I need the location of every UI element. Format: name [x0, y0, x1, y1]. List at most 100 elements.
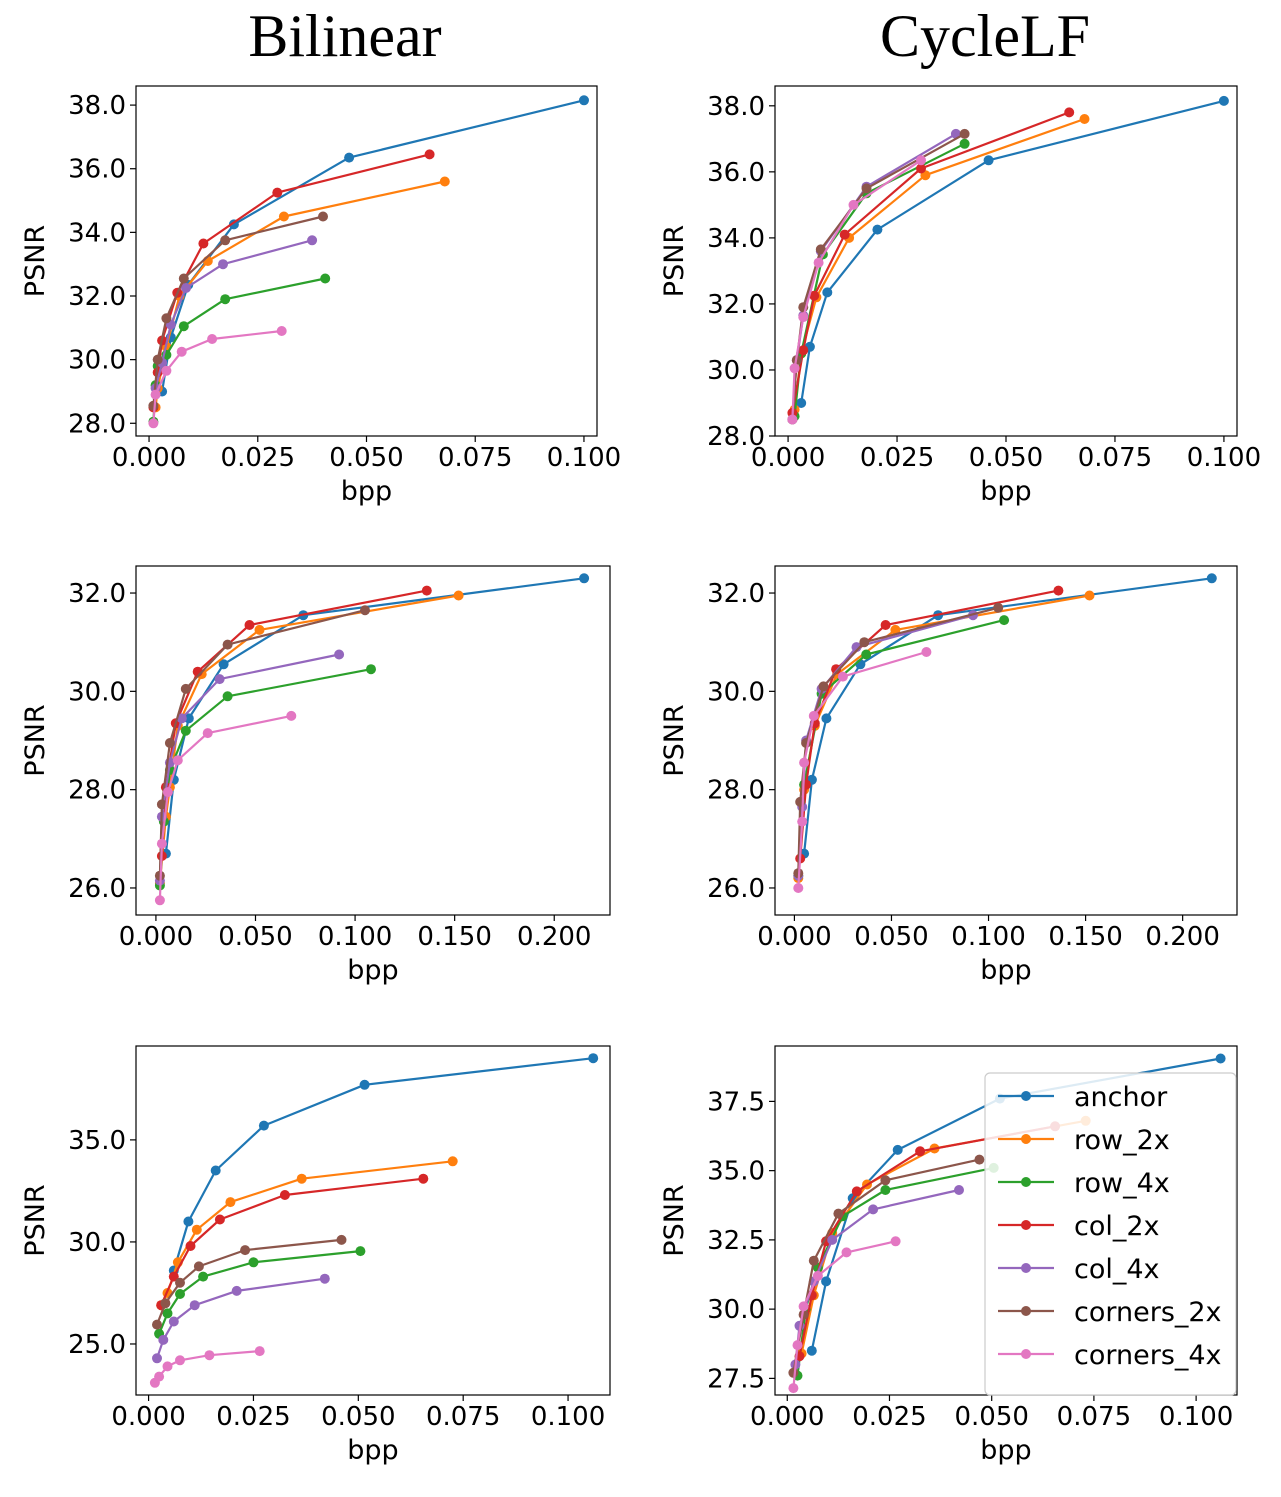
series-line-corners_2x: [792, 1158, 980, 1373]
data-point-corners_4x-5: [921, 647, 932, 657]
data-point-corners_2x-3: [815, 244, 826, 255]
data-point-anchor-4: [344, 152, 355, 163]
y-tick-label: 30.0: [707, 677, 765, 707]
legend-marker-row_4x: [1021, 1177, 1031, 1187]
series-line-corners_4x: [792, 1240, 896, 1389]
data-point-corners_4x-5: [276, 326, 287, 336]
data-point-col_2x-5: [1064, 107, 1075, 118]
series-line-corners_2x: [158, 609, 366, 876]
data-point-corners_2x-3: [833, 1208, 844, 1219]
series-line-row_2x: [154, 180, 446, 408]
data-point-corners_2x-4: [240, 1245, 251, 1256]
data-point-corners_2x-4: [880, 1175, 891, 1186]
y-tick-label: 28.0: [68, 409, 126, 439]
series-col_2x: [787, 107, 1075, 418]
series-line-col_4x: [797, 614, 974, 876]
legend-marker-col_4x: [1021, 1263, 1031, 1273]
data-point-col_2x-4: [244, 620, 255, 630]
legend-marker-corners_2x: [1021, 1306, 1031, 1316]
x-tick-label: 0.100: [318, 922, 392, 952]
data-point-row_2x-5: [1084, 590, 1095, 601]
data-point-col_4x-4: [231, 1285, 242, 1296]
data-point-col_2x-5: [418, 1173, 429, 1184]
cyclelf-column-title: CycleLF: [880, 3, 1090, 69]
x-tick-label: 0.050: [329, 443, 403, 473]
data-point-row_4x-2: [175, 1289, 185, 1299]
data-point-corners_2x-2: [161, 313, 172, 324]
x-tick-label: 0.075: [1078, 443, 1152, 473]
y-tick-label: 27.5: [707, 1364, 765, 1394]
x-tick-label: 0.000: [757, 922, 831, 952]
series-corners_4x: [148, 326, 287, 429]
data-point-anchor-2: [210, 1165, 221, 1176]
x-tick-label: 0.050: [854, 922, 928, 952]
y-tick-label: 25.0: [68, 1330, 126, 1360]
series-row_4x: [154, 1246, 366, 1339]
y-axis-label: PSNR: [659, 704, 690, 776]
x-axis-label: bpp: [341, 476, 392, 507]
y-tick-label: 26.0: [707, 874, 765, 904]
legend-label-corners_2x: corners_2x: [1074, 1297, 1222, 1328]
data-point-corners_4x-0: [788, 1383, 799, 1394]
series-row_4x: [793, 615, 1010, 881]
axes-frame: [774, 85, 1238, 437]
data-point-col_4x-5: [954, 1185, 964, 1195]
data-point-corners_2x-4: [861, 183, 872, 194]
data-point-col_4x-3: [189, 1300, 200, 1311]
data-point-corners_2x-1: [152, 354, 163, 365]
data-point-corners_2x-5: [336, 1234, 347, 1245]
y-tick-label: 28.0: [707, 776, 765, 806]
series-col_4x: [150, 235, 318, 394]
data-point-col_2x-4: [880, 620, 891, 630]
data-point-col_2x-5: [1053, 585, 1064, 596]
series-line-row_2x: [797, 594, 1090, 879]
x-tick-label: 0.025: [221, 443, 295, 473]
y-tick-label: 30.0: [707, 356, 765, 386]
data-point-corners_2x-5: [318, 211, 328, 222]
y-tick-label: 28.0: [68, 776, 126, 806]
data-point-row_4x-4: [880, 1185, 891, 1195]
x-tick-label: 0.050: [321, 1402, 395, 1432]
data-point-col_4x-5: [307, 235, 318, 246]
data-point-corners_4x-1: [154, 1371, 165, 1382]
series-line-corners_4x: [158, 714, 292, 901]
data-point-corners_4x-0: [793, 883, 804, 893]
series-line-col_2x: [160, 589, 428, 857]
data-point-col_2x-1: [168, 1271, 179, 1282]
series-corners_4x: [149, 1346, 265, 1388]
series-line-corners_4x: [791, 159, 922, 420]
data-point-corners_4x-3: [813, 257, 824, 268]
series-corners_2x: [148, 211, 328, 411]
data-point-col_4x-1: [158, 1334, 169, 1345]
y-tick-label: 30.0: [707, 1295, 765, 1325]
data-point-col_4x-0: [152, 1353, 162, 1364]
data-point-row_2x-6: [453, 590, 464, 601]
series-line-col_2x: [160, 1177, 424, 1306]
x-tick-label: 0.075: [438, 443, 512, 473]
data-point-anchor-5: [1218, 95, 1229, 106]
data-point-col_4x-5: [334, 649, 345, 660]
data-point-corners_4x-3: [175, 1355, 185, 1366]
y-tick-label: 32.0: [68, 579, 126, 609]
data-point-col_4x-5: [319, 1273, 330, 1284]
x-tick-label: 0.150: [417, 922, 491, 952]
data-point-row_2x-5: [296, 1173, 307, 1184]
y-axis-label: PSNR: [20, 704, 51, 776]
x-tick-label: 0.050: [969, 443, 1043, 473]
data-point-row_2x-6: [439, 176, 450, 187]
legend-label-row_2x: row_2x: [1074, 1125, 1170, 1156]
data-point-corners_4x-0: [148, 418, 159, 429]
x-tick-label: 0.050: [954, 1402, 1028, 1432]
y-tick-label: 32.0: [707, 579, 765, 609]
chart-panel-row1-right: 0.000 0.025 0.050 0.075 0.100 28.0 30.0 32.0 34.…: [659, 85, 1261, 507]
y-tick-label: 26.0: [68, 874, 126, 904]
data-point-anchor-3: [258, 1120, 269, 1131]
data-point-row_2x-4: [225, 1197, 236, 1208]
series-line-row_2x: [158, 594, 459, 884]
legend-marker-row_2x: [1021, 1134, 1031, 1144]
x-axis-label: bpp: [980, 955, 1031, 986]
x-tick-label: 0.075: [1057, 1402, 1131, 1432]
data-point-row_4x-4: [222, 691, 233, 702]
data-point-anchor-2: [821, 713, 832, 724]
